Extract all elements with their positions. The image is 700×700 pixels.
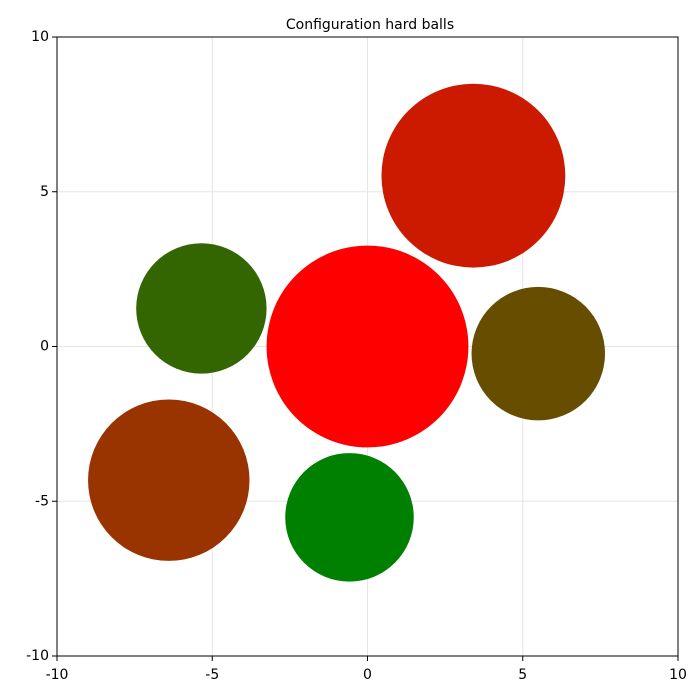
x-tick-label: 0 <box>363 667 372 683</box>
y-tick-label: 0 <box>40 339 49 355</box>
ball <box>88 399 250 561</box>
y-tick-label: 5 <box>40 184 49 200</box>
x-tick-label: 10 <box>669 667 687 683</box>
ball <box>471 286 606 421</box>
ball <box>136 243 267 374</box>
chart-title: Configuration hard balls <box>286 17 454 33</box>
x-tick-label: -10 <box>46 667 69 683</box>
ball <box>266 245 469 448</box>
x-tick-label: 5 <box>518 667 527 683</box>
ball <box>285 453 414 582</box>
y-tick-label: -5 <box>35 493 49 509</box>
ball <box>381 83 566 268</box>
y-tick-label: -10 <box>26 648 49 664</box>
x-tick-label: -5 <box>205 667 219 683</box>
y-tick-label: 10 <box>31 29 49 45</box>
plot-frame <box>56 36 679 657</box>
